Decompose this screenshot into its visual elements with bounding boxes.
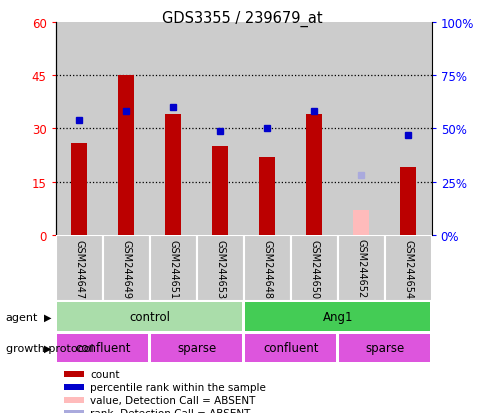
Bar [165, 115, 181, 235]
Bar [384, 23, 431, 235]
Bar [243, 23, 290, 235]
Bar [150, 235, 197, 301]
Text: GSM244654: GSM244654 [402, 239, 412, 298]
Text: agent: agent [6, 312, 38, 322]
Text: count: count [90, 369, 119, 379]
Text: sparse: sparse [364, 342, 404, 354]
Text: percentile rank within the sample: percentile rank within the sample [90, 382, 265, 392]
Bar [71, 143, 87, 235]
Bar [305, 115, 322, 235]
Text: value, Detection Call = ABSENT: value, Detection Call = ABSENT [90, 395, 255, 405]
Text: GSM244653: GSM244653 [215, 239, 225, 298]
Text: confluent: confluent [75, 342, 130, 354]
Text: confluent: confluent [262, 342, 318, 354]
Bar [290, 23, 337, 235]
Text: GSM244652: GSM244652 [355, 239, 365, 298]
Bar [64, 410, 83, 413]
Bar [197, 235, 243, 301]
Bar [212, 147, 228, 235]
Bar [244, 303, 429, 331]
Bar [290, 23, 337, 235]
Bar [57, 303, 242, 331]
Bar [150, 23, 197, 235]
Bar [244, 334, 335, 362]
Bar [103, 23, 150, 235]
Bar [56, 23, 103, 235]
Text: sparse: sparse [177, 342, 216, 354]
Text: Ang1: Ang1 [322, 311, 352, 323]
Text: GSM244651: GSM244651 [168, 239, 178, 298]
Bar [118, 76, 134, 235]
Text: growth protocol: growth protocol [6, 343, 93, 353]
Text: GDS3355 / 239679_at: GDS3355 / 239679_at [162, 10, 322, 26]
Text: ▶: ▶ [44, 343, 51, 353]
Text: GSM244650: GSM244650 [309, 239, 318, 298]
Bar [338, 334, 429, 362]
Bar [103, 235, 150, 301]
Text: GSM244647: GSM244647 [74, 239, 84, 298]
Bar [64, 384, 83, 390]
Bar [399, 168, 416, 235]
Text: GSM244649: GSM244649 [121, 239, 131, 298]
Bar [197, 23, 243, 235]
Bar [197, 23, 243, 235]
Bar [151, 334, 242, 362]
Bar [384, 23, 431, 235]
Bar [64, 371, 83, 377]
Bar [258, 157, 275, 235]
Bar [290, 235, 337, 301]
Bar [57, 334, 148, 362]
Text: GSM244648: GSM244648 [262, 239, 272, 298]
Bar [384, 235, 431, 301]
Bar [103, 23, 150, 235]
Bar [56, 235, 103, 301]
Bar [243, 235, 290, 301]
Bar [337, 23, 384, 235]
Text: control: control [129, 311, 170, 323]
Bar [352, 211, 369, 235]
Bar [64, 397, 83, 403]
Bar [56, 23, 103, 235]
Bar [337, 235, 384, 301]
Text: ▶: ▶ [44, 312, 51, 322]
Text: rank, Detection Call = ABSENT: rank, Detection Call = ABSENT [90, 408, 250, 413]
Bar [243, 23, 290, 235]
Bar [150, 23, 197, 235]
Bar [337, 23, 384, 235]
